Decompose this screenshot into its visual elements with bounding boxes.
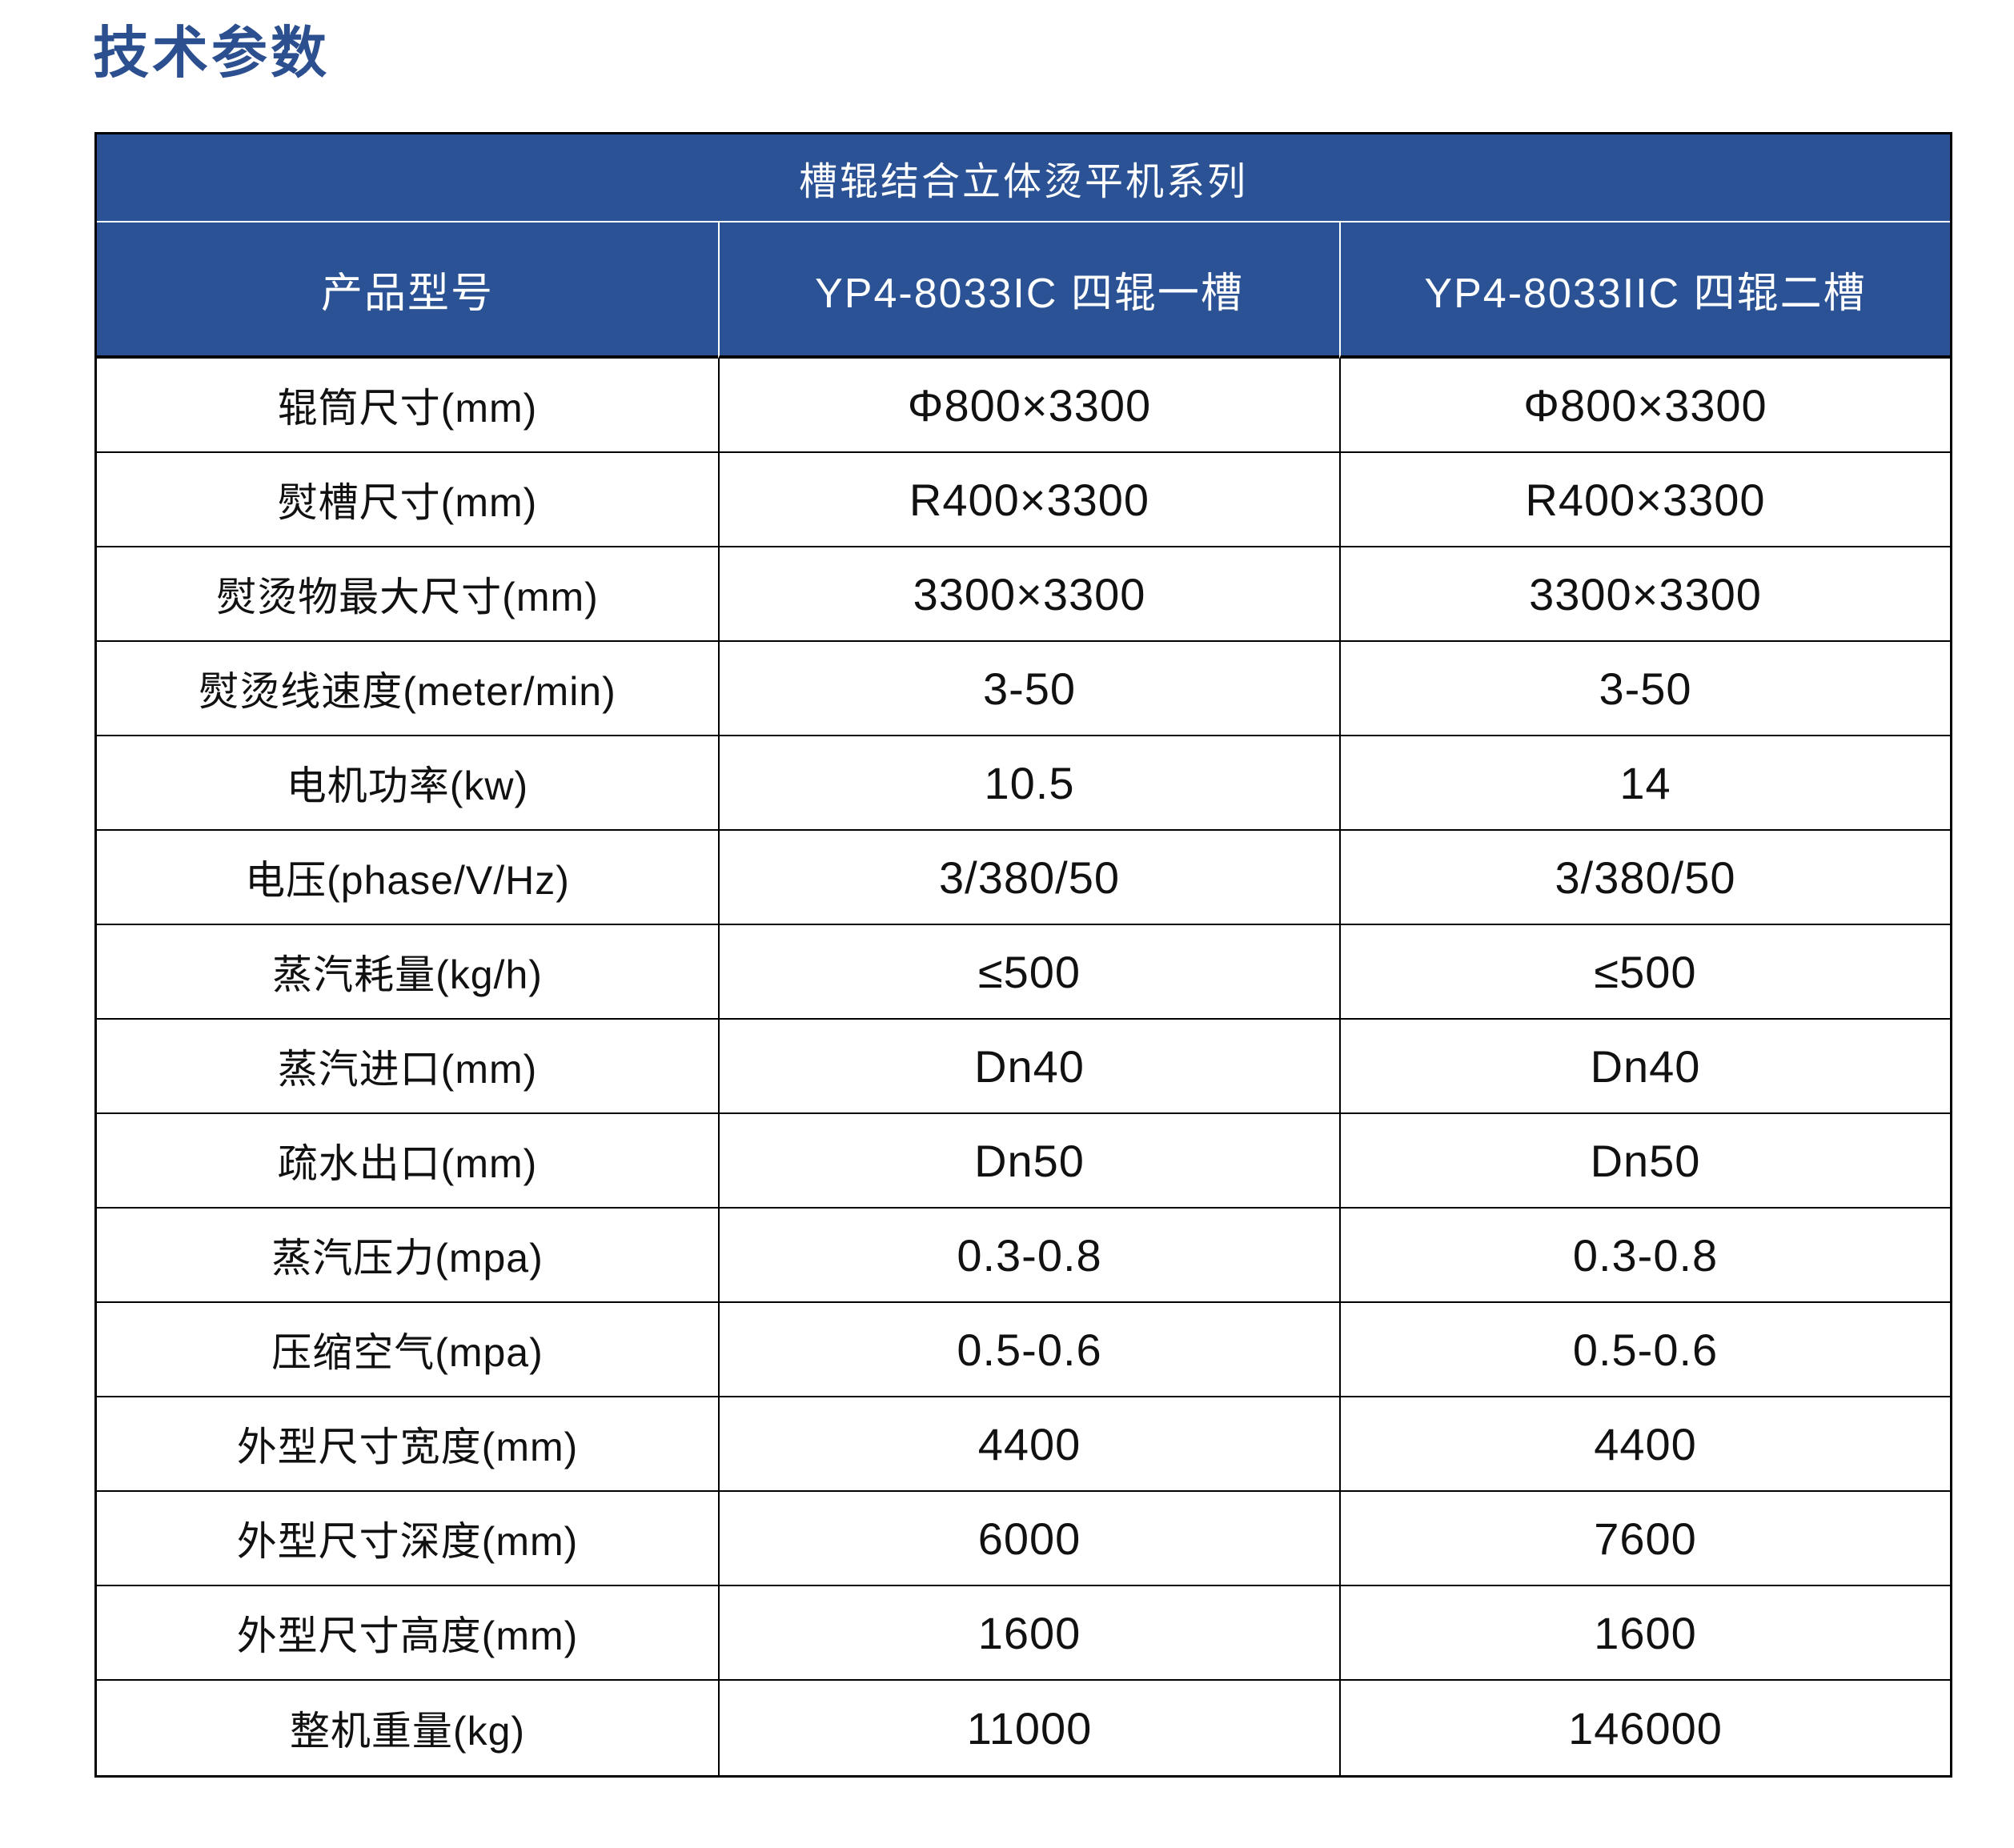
spec-value: 1600 <box>718 1586 1339 1681</box>
column-header-model-2: YP4-8033IIC 四辊二槽 <box>1339 222 1950 359</box>
spec-label: 外型尺寸高度(mm) <box>97 1586 718 1681</box>
spec-value: 4400 <box>1339 1397 1950 1492</box>
spec-value: 11000 <box>718 1681 1339 1775</box>
spec-value: 0.3-0.8 <box>718 1209 1339 1303</box>
spec-value: ≤500 <box>718 925 1339 1020</box>
spec-value: 0.3-0.8 <box>1339 1209 1950 1303</box>
spec-value: Φ800×3300 <box>1339 359 1950 453</box>
spec-value: Dn50 <box>718 1114 1339 1209</box>
spec-label: 熨烫物最大尺寸(mm) <box>97 547 718 642</box>
spec-value: 0.5-0.6 <box>1339 1303 1950 1397</box>
spec-value: 3/380/50 <box>1339 831 1950 925</box>
column-header-model-1: YP4-8033IC 四辊一槽 <box>718 222 1339 359</box>
spec-table: 槽辊结合立体烫平机系列 产品型号 YP4-8033IC 四辊一槽 YP4-803… <box>94 132 1952 1778</box>
spec-value: 10.5 <box>718 736 1339 831</box>
spec-value: 0.5-0.6 <box>718 1303 1339 1397</box>
spec-label: 蒸汽进口(mm) <box>97 1020 718 1114</box>
spec-label: 蒸汽耗量(kg/h) <box>97 925 718 1020</box>
series-title-header: 槽辊结合立体烫平机系列 <box>97 134 1950 222</box>
spec-label: 整机重量(kg) <box>97 1681 718 1775</box>
spec-value: R400×3300 <box>1339 453 1950 547</box>
spec-label: 外型尺寸深度(mm) <box>97 1492 718 1586</box>
spec-label: 外型尺寸宽度(mm) <box>97 1397 718 1492</box>
spec-label: 压缩空气(mpa) <box>97 1303 718 1397</box>
spec-value: ≤500 <box>1339 925 1950 1020</box>
spec-value: 1600 <box>1339 1586 1950 1681</box>
spec-value: 14 <box>1339 736 1950 831</box>
page-title: 技术参数 <box>93 22 330 84</box>
spec-label: 熨烫线速度(meter/min) <box>97 642 718 736</box>
spec-value: 7600 <box>1339 1492 1950 1586</box>
spec-label: 熨槽尺寸(mm) <box>97 453 718 547</box>
spec-value: 3300×3300 <box>1339 547 1950 642</box>
spec-value: 4400 <box>718 1397 1339 1492</box>
spec-label: 蒸汽压力(mpa) <box>97 1209 718 1303</box>
spec-value: 3300×3300 <box>718 547 1339 642</box>
spec-label: 辊筒尺寸(mm) <box>97 359 718 453</box>
spec-value: 6000 <box>718 1492 1339 1586</box>
spec-label: 电压(phase/V/Hz) <box>97 831 718 925</box>
spec-value: 3-50 <box>1339 642 1950 736</box>
spec-value: 146000 <box>1339 1681 1950 1775</box>
spec-value: Dn50 <box>1339 1114 1950 1209</box>
spec-label: 电机功率(kw) <box>97 736 718 831</box>
spec-value: 3-50 <box>718 642 1339 736</box>
spec-value: R400×3300 <box>718 453 1339 547</box>
spec-value: Dn40 <box>718 1020 1339 1114</box>
spec-value: Dn40 <box>1339 1020 1950 1114</box>
column-header-product-model: 产品型号 <box>97 222 718 359</box>
spec-value: 3/380/50 <box>718 831 1339 925</box>
spec-value: Φ800×3300 <box>718 359 1339 453</box>
spec-label: 疏水出口(mm) <box>97 1114 718 1209</box>
